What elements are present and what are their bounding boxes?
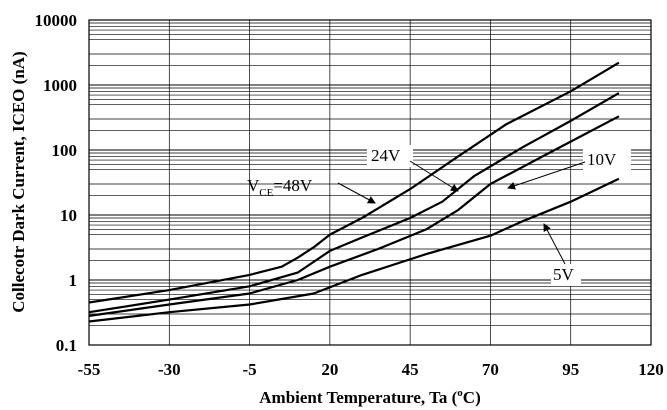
vce-v: V (247, 176, 260, 195)
arrow-5v (543, 223, 566, 265)
x-tick-label: -30 (158, 360, 181, 379)
annotation-5v: 5V (543, 223, 581, 286)
series-line-3 (88, 177, 620, 323)
x-tick-label: 95 (562, 360, 579, 379)
annotation-24v: 24V (367, 145, 459, 192)
arrow-10v (507, 161, 586, 190)
x-tick-label: -55 (78, 360, 101, 379)
svg-text:VCE=48V: VCE=48V (247, 176, 313, 199)
series-lines (88, 61, 620, 323)
y-tick-label: 1000 (43, 76, 77, 95)
series-line-0 (88, 61, 620, 304)
y-tick-label: 1 (69, 271, 78, 290)
label-10v: 10V (587, 150, 617, 169)
y-tick-label: 0.1 (56, 336, 77, 355)
x-axis-title: Ambient Temperature, Ta (oC) (259, 387, 481, 407)
x-tick-label: 20 (321, 360, 338, 379)
annotation-10v: 10V (507, 149, 631, 190)
y-tick-labels: 0.1 1 10 100 1000 10000 (35, 11, 78, 355)
series-line-2 (88, 115, 620, 317)
y-tick-label: 10 (60, 206, 77, 225)
grid (89, 20, 651, 345)
y-axis-title: Collecotr Dark Current, ICEO (nA) (9, 51, 28, 312)
x-tick-label: 45 (402, 360, 419, 379)
label-24v: 24V (371, 146, 401, 165)
x-tick-label: -5 (242, 360, 256, 379)
x-tick-label: 70 (482, 360, 499, 379)
y-tick-label: 100 (52, 141, 78, 160)
x-tick-label: 120 (638, 360, 664, 379)
label-5v: 5V (553, 265, 575, 284)
vce-sub: CE (259, 187, 273, 199)
vce-rest: =48V (273, 176, 313, 195)
arrow-24v (409, 160, 459, 192)
series-line-1 (88, 92, 620, 314)
y-tick-label: 10000 (35, 11, 78, 30)
plot-frame (88, 19, 652, 346)
x-tick-labels: -55 -30 -5 20 45 70 95 120 (78, 360, 664, 379)
arrow-48v (337, 182, 376, 204)
annotation-48v: VCE=48V (247, 176, 376, 204)
